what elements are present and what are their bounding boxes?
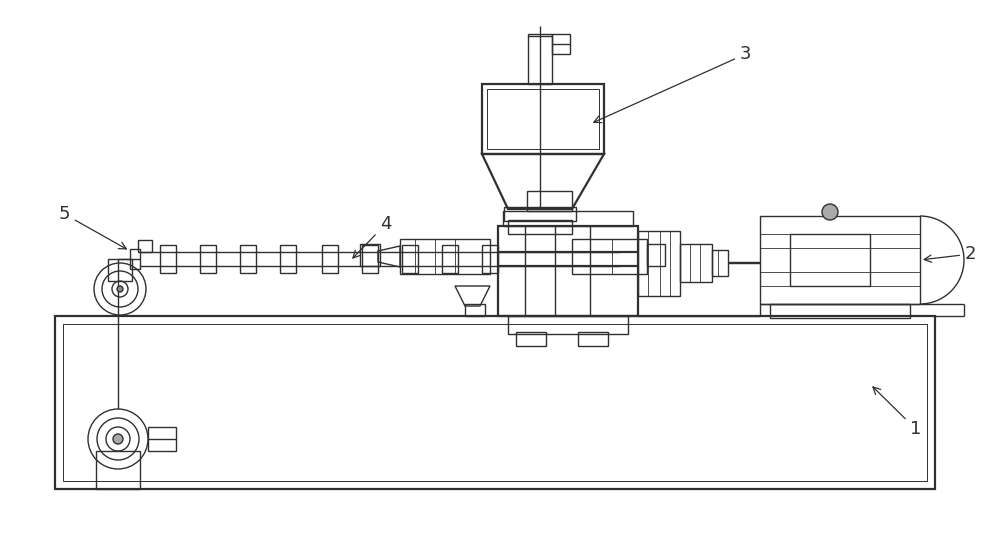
Bar: [362, 245, 378, 273]
Bar: [790, 234, 870, 286]
Circle shape: [117, 286, 123, 292]
Bar: [770, 304, 910, 318]
Bar: [322, 245, 338, 273]
Bar: [96, 451, 140, 489]
Bar: [160, 245, 176, 273]
Bar: [552, 34, 570, 54]
Bar: [712, 250, 728, 276]
Text: 1: 1: [873, 387, 921, 438]
Text: 3: 3: [594, 45, 752, 122]
Text: 5: 5: [58, 205, 126, 249]
Bar: [680, 244, 712, 282]
Bar: [63, 324, 927, 481]
Bar: [503, 211, 633, 226]
Bar: [578, 332, 608, 346]
Bar: [402, 245, 418, 273]
Bar: [504, 207, 576, 221]
Circle shape: [113, 434, 123, 444]
Bar: [465, 304, 485, 316]
Bar: [482, 84, 604, 154]
Bar: [528, 34, 552, 84]
Text: 2: 2: [924, 245, 976, 263]
Bar: [482, 245, 498, 273]
Bar: [108, 259, 132, 281]
Bar: [516, 332, 546, 346]
Bar: [638, 231, 680, 296]
Bar: [130, 249, 140, 269]
Bar: [647, 244, 665, 266]
Bar: [824, 208, 836, 216]
Bar: [360, 244, 380, 266]
Bar: [498, 226, 638, 316]
Bar: [508, 316, 628, 334]
Bar: [55, 316, 935, 489]
Text: 4: 4: [353, 215, 392, 258]
Bar: [442, 245, 458, 273]
Bar: [138, 240, 152, 252]
Bar: [527, 191, 572, 211]
Bar: [240, 245, 256, 273]
Bar: [148, 427, 176, 451]
Bar: [508, 220, 572, 234]
Bar: [487, 89, 599, 149]
Bar: [200, 245, 216, 273]
Bar: [280, 245, 296, 273]
Bar: [400, 239, 490, 274]
Circle shape: [822, 204, 838, 220]
Bar: [760, 216, 920, 304]
Bar: [572, 239, 647, 274]
